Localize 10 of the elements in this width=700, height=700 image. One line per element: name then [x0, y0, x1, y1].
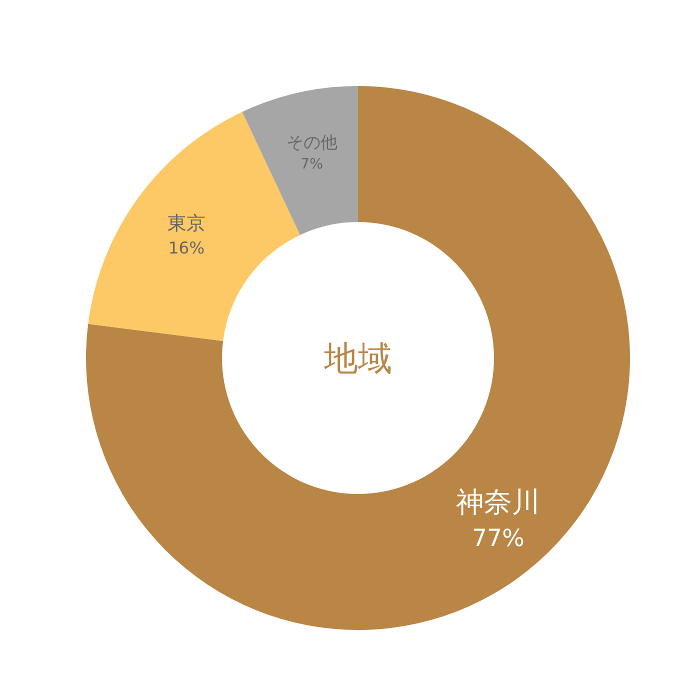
text: 地域: [323, 339, 392, 379]
slice-label: 東京: [167, 212, 206, 235]
donut-slice: [242, 86, 358, 235]
data-label: 16%: [168, 238, 205, 258]
slice-label: その他: [286, 132, 338, 152]
data-label: 7%: [300, 156, 324, 173]
donut-slice: [86, 86, 630, 630]
donut-slice: [88, 112, 300, 341]
slice-label: 神奈川: [456, 485, 540, 518]
data-label: 77%: [472, 524, 524, 552]
